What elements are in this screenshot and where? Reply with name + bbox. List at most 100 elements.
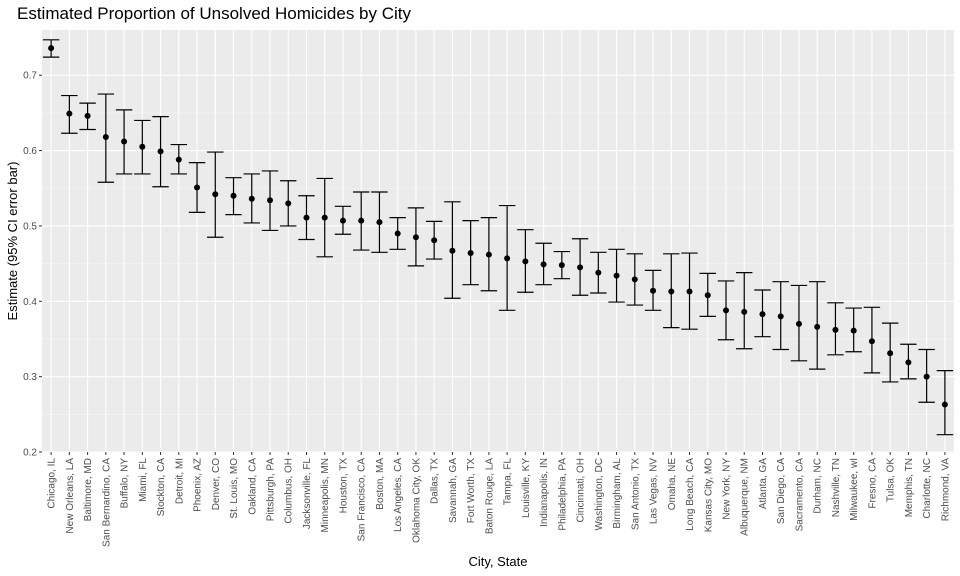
data-point [84, 112, 91, 119]
x-tick-label: Indianapolis, IN [539, 458, 550, 527]
data-point [504, 255, 511, 262]
data-point [832, 326, 839, 333]
x-tick-label: San Antonio, TX [630, 458, 641, 530]
data-point [431, 237, 438, 244]
x-tick-label: Chicago, IL [47, 458, 58, 509]
x-tick-label: Oakland, CA [247, 458, 258, 515]
data-point [631, 276, 638, 283]
x-tick-label: Buffalo, NY [120, 458, 131, 509]
y-tick-label: 0.4 [23, 297, 37, 308]
x-tick-label: Denver, CO [211, 458, 222, 510]
x-tick-label: New York, NY [722, 458, 733, 520]
data-point [923, 373, 930, 380]
x-tick-label: Houston, TX [338, 458, 349, 514]
data-point [102, 134, 109, 141]
x-tick-label: Phoenix, AZ [193, 458, 204, 512]
data-point [394, 230, 401, 237]
x-tick-label: Atlanta, GA [758, 458, 769, 509]
y-tick-label: 0.3 [23, 372, 37, 383]
y-tick-label: 0.6 [23, 146, 37, 157]
data-point [339, 217, 346, 224]
chart-title: Estimated Proportion of Unsolved Homicid… [17, 4, 411, 23]
data-point [650, 287, 657, 294]
data-point [741, 308, 748, 315]
data-point [321, 214, 328, 221]
data-point [850, 327, 857, 334]
grid-minor [42, 112, 954, 415]
data-point [285, 200, 292, 207]
y-axis: 0.2 0.3 0.4 0.5 0.6 0.7 [23, 71, 42, 459]
data-point [613, 272, 620, 279]
data-point [66, 110, 73, 117]
x-tick-label: Omaha, NE [667, 458, 678, 511]
x-axis: Chicago, IL New Orleans, LA Baltimore, MD S… [47, 452, 951, 547]
x-tick-label: Pittsburgh, PA [266, 458, 277, 522]
data-point [905, 359, 912, 366]
x-tick-label: Las Vegas, NV [649, 458, 660, 524]
x-tick-label: Kansas City, MO [703, 458, 714, 532]
data-point [358, 217, 365, 224]
x-tick-label: Cincinnati, OH [576, 458, 587, 522]
x-tick-label: Milwaukee, wI [849, 458, 860, 521]
data-point [449, 247, 456, 254]
data-point [795, 320, 802, 327]
data-point [595, 269, 602, 276]
x-tick-label: Tulsa, OK [886, 458, 897, 502]
data-point [194, 184, 201, 191]
x-tick-label: San Bernardino, CA [101, 458, 112, 547]
data-point [485, 251, 492, 258]
data-point [139, 143, 146, 150]
x-tick-label: Durham, NC [813, 458, 824, 514]
data-point [157, 148, 164, 155]
y-tick-label: 0.7 [23, 71, 37, 82]
x-tick-label: Detroit, MI [174, 458, 185, 504]
x-tick-label: New Orleans, LA [65, 458, 76, 534]
x-tick-label: Sacramento, CA [794, 458, 805, 532]
panel-background [42, 30, 954, 452]
y-tick-label: 0.2 [23, 448, 37, 459]
x-tick-label: Dallas, TX [430, 458, 441, 504]
x-tick-label: Washington, DC [594, 458, 605, 530]
x-tick-label: Baton Rouge, LA [484, 458, 495, 534]
data-point [230, 192, 237, 199]
data-point [759, 311, 766, 318]
x-tick-label: Minneapolis, MN [320, 458, 331, 532]
data-point [814, 323, 821, 330]
data-point [723, 307, 729, 314]
x-tick-label: Memphis, TN [904, 458, 915, 517]
data-point [686, 288, 693, 295]
x-tick-label: Boston, MA [375, 458, 386, 510]
x-axis-title: City, State [468, 554, 527, 569]
data-point [577, 264, 584, 271]
points [48, 45, 948, 408]
x-tick-label: Miami, FL [138, 458, 149, 502]
x-tick-label: Tampa, FL [503, 458, 514, 506]
data-point [303, 214, 310, 221]
data-point [48, 45, 55, 52]
data-point [887, 350, 894, 357]
x-tick-label: Oklahoma City, OK [411, 458, 422, 543]
data-point [522, 258, 529, 265]
data-point [267, 197, 273, 204]
data-point [868, 338, 875, 345]
data-point [540, 261, 547, 268]
data-point [412, 234, 419, 241]
x-tick-label: Long Beach, CA [685, 458, 696, 531]
data-point [248, 195, 255, 202]
data-point [558, 262, 565, 269]
x-tick-label: Fort Worth, TX [466, 458, 477, 524]
x-tick-label: Richmond, VA [940, 458, 951, 522]
x-tick-label: St. Louis, MO [229, 458, 240, 519]
x-tick-label: Nashville, TN [831, 458, 842, 517]
data-point [467, 250, 474, 257]
x-tick-label: Charlotte, NC [922, 458, 933, 519]
data-point [941, 401, 948, 408]
y-tick-label: 0.5 [23, 221, 37, 232]
x-tick-label: Louisville, KY [521, 458, 532, 518]
x-tick-label: Los Angeles, CA [393, 458, 404, 532]
x-tick-label: Birmingham, AL [612, 458, 623, 529]
data-point [777, 313, 784, 320]
y-axis-title: Estimate (95% CI error bar) [5, 162, 20, 321]
x-tick-label: Savannah, GA [448, 458, 459, 523]
data-point [175, 156, 182, 163]
